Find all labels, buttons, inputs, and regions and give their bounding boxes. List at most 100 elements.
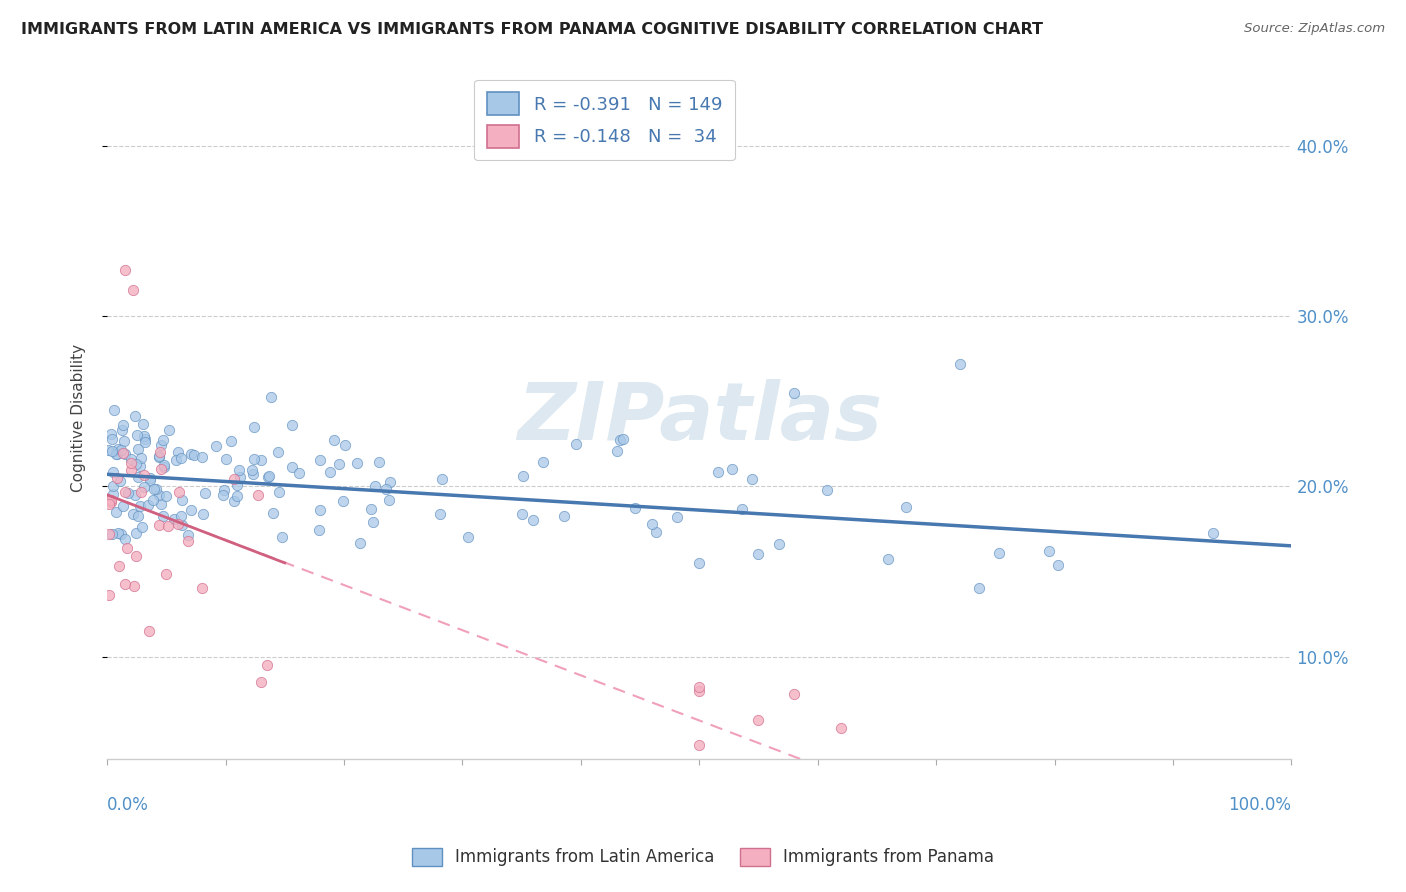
Point — [139, 473, 162, 487]
Point — [177, 534, 200, 549]
Point — [688, 556, 710, 570]
Point — [114, 577, 136, 591]
Point — [967, 581, 990, 595]
Point — [644, 525, 666, 540]
Point — [153, 458, 176, 472]
Point — [122, 508, 145, 522]
Point — [128, 500, 150, 514]
Point — [553, 509, 575, 524]
Point — [222, 472, 245, 486]
Point — [193, 507, 215, 521]
Point — [97, 443, 120, 458]
Point — [170, 451, 193, 466]
Point — [1047, 558, 1070, 572]
Point — [212, 488, 235, 502]
Point — [318, 466, 340, 480]
Point — [688, 738, 710, 752]
Point — [512, 468, 534, 483]
Point — [155, 567, 177, 582]
Point — [101, 444, 124, 458]
Point — [120, 452, 142, 467]
Point — [256, 658, 278, 673]
Point — [170, 518, 193, 533]
Point — [815, 483, 838, 498]
Point — [361, 515, 384, 529]
Point — [267, 485, 290, 500]
Point — [139, 471, 162, 485]
Point — [1202, 526, 1225, 541]
Point — [1038, 543, 1060, 558]
Point — [623, 501, 645, 516]
Point — [688, 680, 710, 694]
Y-axis label: Cognitive Disability: Cognitive Disability — [72, 344, 86, 492]
Point — [565, 437, 588, 451]
Point — [115, 541, 138, 555]
Text: Source: ZipAtlas.com: Source: ZipAtlas.com — [1244, 22, 1385, 36]
Point — [101, 433, 124, 447]
Point — [134, 433, 156, 447]
Point — [988, 546, 1011, 560]
Point — [148, 517, 170, 532]
Point — [150, 437, 173, 451]
Point — [131, 417, 153, 431]
Point — [280, 460, 302, 475]
Point — [105, 447, 128, 461]
Point — [741, 472, 763, 486]
Point — [98, 493, 121, 508]
Point — [364, 479, 387, 493]
Point — [165, 453, 187, 467]
Point — [105, 471, 128, 485]
Point — [134, 480, 156, 494]
Point — [243, 452, 266, 467]
Point — [323, 433, 346, 447]
Point — [98, 497, 121, 511]
Point — [308, 523, 330, 537]
Text: ZIPatlas: ZIPatlas — [517, 379, 882, 457]
Point — [110, 442, 132, 457]
Point — [155, 489, 177, 503]
Point — [180, 503, 202, 517]
Point — [142, 492, 165, 507]
Point — [148, 450, 170, 464]
Point — [531, 455, 554, 469]
Point — [747, 548, 769, 562]
Point — [287, 466, 309, 480]
Point — [183, 448, 205, 462]
Legend: Immigrants from Latin America, Immigrants from Panama: Immigrants from Latin America, Immigrant… — [405, 841, 1001, 873]
Point — [114, 447, 136, 461]
Point — [229, 470, 252, 484]
Point — [260, 391, 283, 405]
Point — [103, 402, 125, 417]
Point — [127, 442, 149, 456]
Point — [177, 528, 200, 542]
Point — [138, 624, 160, 638]
Point — [100, 493, 122, 508]
Point — [125, 549, 148, 564]
Point — [606, 443, 628, 458]
Point — [129, 451, 152, 466]
Point — [219, 434, 242, 448]
Point — [783, 385, 806, 400]
Point — [830, 721, 852, 735]
Point — [145, 483, 167, 497]
Point — [214, 483, 236, 498]
Point — [107, 442, 129, 457]
Point — [609, 433, 631, 447]
Point — [104, 447, 127, 461]
Legend: R = -0.391   N = 149, R = -0.148   N =  34: R = -0.391 N = 149, R = -0.148 N = 34 — [474, 79, 735, 161]
Point — [457, 530, 479, 544]
Point — [111, 446, 134, 460]
Point — [747, 713, 769, 727]
Point — [104, 505, 127, 519]
Point — [131, 520, 153, 534]
Point — [191, 582, 214, 596]
Point — [100, 495, 122, 509]
Point — [114, 532, 136, 546]
Point — [111, 423, 134, 437]
Point — [281, 417, 304, 432]
Point — [768, 537, 790, 551]
Point — [152, 434, 174, 448]
Point — [522, 512, 544, 526]
Point — [143, 482, 166, 496]
Point — [191, 450, 214, 464]
